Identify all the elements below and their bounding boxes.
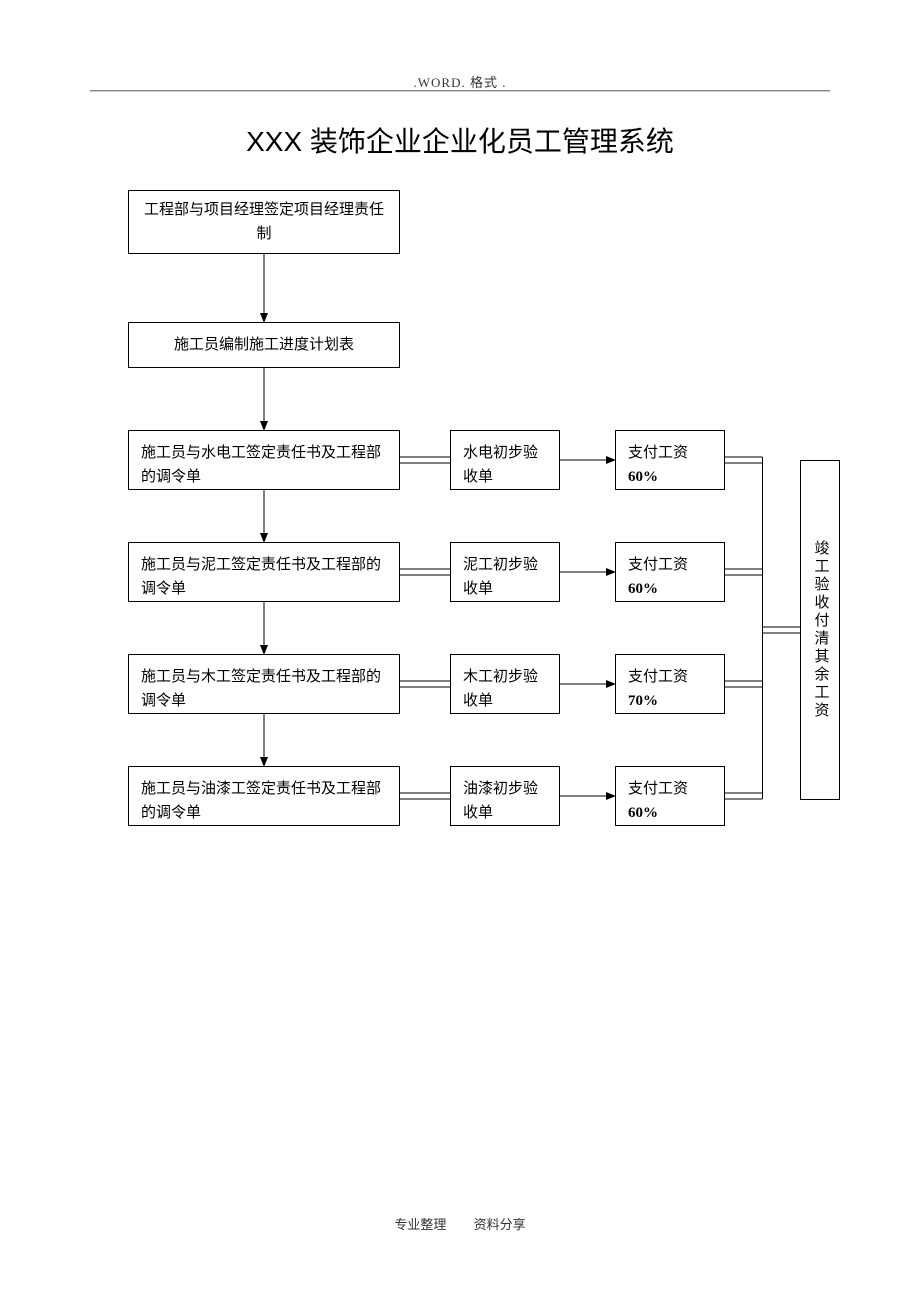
pay-pct: 60% xyxy=(628,805,658,821)
node-electric-pay: 支付工资 60% xyxy=(615,430,725,490)
node-carpenter-pay: 支付工资 70% xyxy=(615,654,725,714)
page-title: XXX 装饰企业企业化员工管理系统 xyxy=(0,120,920,160)
node-electric-sign: 施工员与水电工签定责任书及工程部的调令单 xyxy=(128,430,400,490)
page-footer: 专业整理 资料分享 xyxy=(0,1214,920,1233)
node-schedule: 施工员编制施工进度计划表 xyxy=(128,322,400,368)
node-electric-accept: 水电初步验收单 xyxy=(450,430,560,490)
pay-pct: 60% xyxy=(628,469,658,485)
node-painter-pay: 支付工资 60% xyxy=(615,766,725,826)
node-plaster-sign: 施工员与泥工签定责任书及工程部的调令单 xyxy=(128,542,400,602)
pay-label: 支付工资 xyxy=(628,445,688,461)
pay-pct: 70% xyxy=(628,693,658,709)
node-carpenter-accept: 木工初步验收单 xyxy=(450,654,560,714)
pay-pct: 60% xyxy=(628,581,658,597)
pay-label: 支付工资 xyxy=(628,669,688,685)
node-plaster-pay: 支付工资 60% xyxy=(615,542,725,602)
node-painter-accept: 油漆初步验收单 xyxy=(450,766,560,826)
node-final-pay: 竣工验收付清其余工资 xyxy=(800,460,840,800)
node-plaster-accept: 泥工初步验收单 xyxy=(450,542,560,602)
footer-right: 资料分享 xyxy=(474,1217,526,1232)
pay-label: 支付工资 xyxy=(628,557,688,573)
node-carpenter-sign: 施工员与木工签定责任书及工程部的调令单 xyxy=(128,654,400,714)
page-header: .WORD. 格式 . xyxy=(414,72,507,91)
header-rule xyxy=(90,90,830,92)
node-painter-sign: 施工员与油漆工签定责任书及工程部的调令单 xyxy=(128,766,400,826)
pay-label: 支付工资 xyxy=(628,781,688,797)
footer-left: 专业整理 xyxy=(394,1217,446,1232)
node-sign-pm: 工程部与项目经理签定项目经理责任制 xyxy=(128,190,400,254)
